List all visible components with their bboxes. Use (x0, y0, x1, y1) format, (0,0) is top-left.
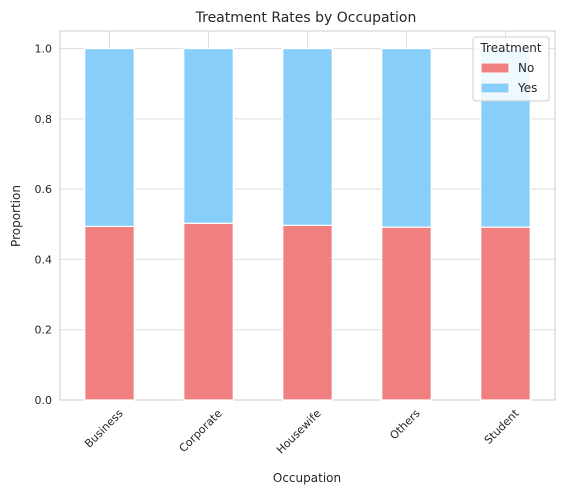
bar-no-housewife (282, 224, 333, 401)
bar-no-business (84, 225, 135, 401)
bar-no-corporate (183, 222, 234, 401)
legend-title: Treatment (479, 41, 541, 55)
legend-label-no: No (518, 61, 534, 75)
chart-title: Treatment Rates by Occupation (195, 10, 417, 26)
x-axis-label: Occupation (273, 471, 341, 485)
y-tick-label: 0.8 (35, 113, 53, 126)
y-axis-ticks: 0.0 0.2 0.4 0.6 0.8 1.0 (35, 43, 53, 407)
y-tick-label: 0.4 (35, 253, 53, 266)
legend-swatch-yes (480, 82, 510, 94)
x-tick-label: Housewife (274, 407, 324, 457)
x-axis-ticks: Business Corporate Housewife Others Student (82, 406, 522, 456)
x-tick-label: Business (82, 407, 126, 451)
bar-no-student (480, 226, 531, 401)
legend-label-yes: Yes (517, 81, 537, 95)
y-tick-label: 0.0 (35, 394, 53, 407)
bar-yes-others (381, 47, 432, 228)
x-tick-label: Corporate (177, 407, 225, 455)
bar-yes-corporate (183, 47, 234, 224)
legend-swatch-no (480, 62, 510, 74)
bar-no-others (381, 226, 432, 401)
bar-yes-housewife (282, 47, 333, 226)
y-tick-label: 1.0 (35, 43, 53, 56)
bars (84, 47, 531, 401)
x-tick-label: Others (387, 407, 423, 443)
y-tick-label: 0.2 (35, 324, 53, 337)
legend: Treatment No Yes (472, 36, 550, 102)
y-tick-label: 0.6 (35, 183, 53, 196)
x-tick-label: Student (482, 406, 522, 446)
legend-items: No Yes (480, 61, 537, 95)
y-axis-label: Proportion (9, 185, 23, 247)
bar-yes-business (84, 47, 135, 227)
